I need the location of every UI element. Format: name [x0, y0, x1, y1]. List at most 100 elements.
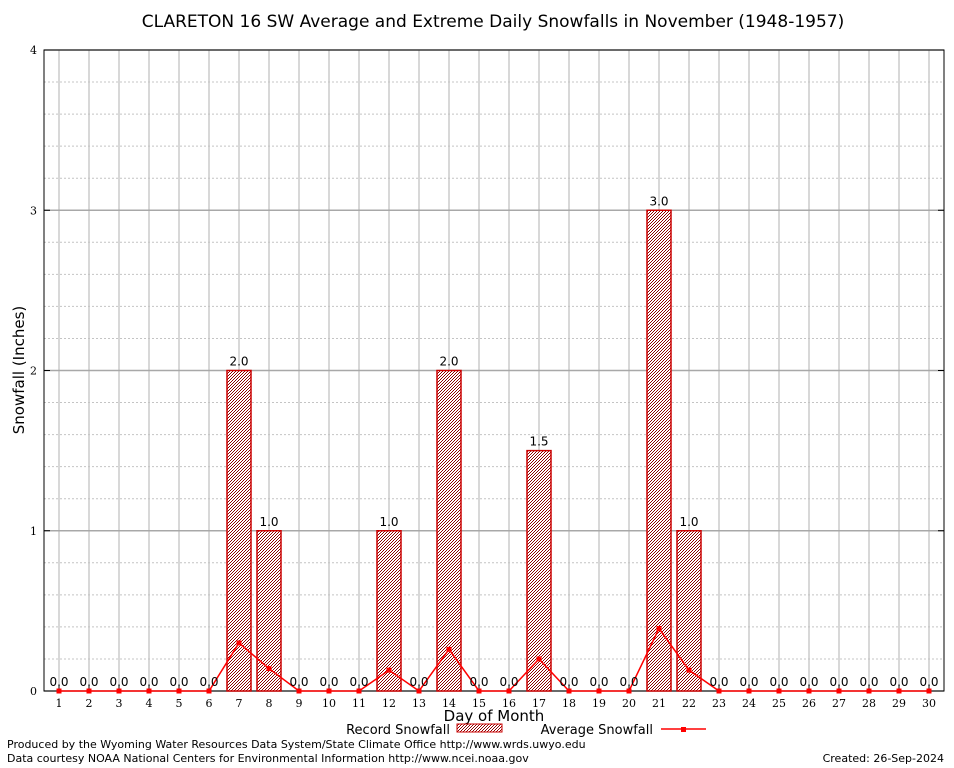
x-tick-label: 28 [862, 697, 876, 710]
record-bar [226, 369, 252, 692]
bar-value-label: 0.0 [199, 675, 218, 689]
y-tick-label: 4 [30, 44, 37, 57]
average-point [176, 688, 182, 694]
bar-value-label: 2.0 [439, 355, 458, 369]
x-tick-label: 20 [622, 697, 636, 710]
average-point [536, 656, 542, 662]
x-tick-label: 12 [382, 697, 396, 710]
legend-record-swatch [456, 723, 503, 733]
average-point [896, 688, 902, 694]
bar-value-label: 0.0 [109, 675, 128, 689]
y-tick-label: 3 [30, 204, 37, 217]
y-tick-label: 2 [30, 365, 37, 378]
x-tick-label: 1 [56, 697, 63, 710]
average-point [566, 688, 572, 694]
average-point [296, 688, 302, 694]
x-tick-label: 30 [922, 697, 936, 710]
bar-value-label: 0.0 [589, 675, 608, 689]
footer-produced-by: Produced by the Wyoming Water Resources … [7, 738, 586, 751]
bar-value-label: 0.0 [469, 675, 488, 689]
record-bar [646, 209, 672, 692]
average-point [416, 688, 422, 694]
x-tick-label: 27 [832, 697, 846, 710]
average-point [326, 688, 332, 694]
bar-value-label: 1.0 [379, 515, 398, 529]
record-bar [676, 530, 702, 692]
bar-value-label: 0.0 [889, 675, 908, 689]
average-point [386, 667, 392, 673]
bar-value-label: 1.0 [679, 515, 698, 529]
x-tick-label: 14 [442, 697, 456, 710]
chart-title: CLARETON 16 SW Average and Extreme Daily… [142, 12, 844, 32]
bar-value-label: 0.0 [499, 675, 518, 689]
x-tick-label: 18 [562, 697, 576, 710]
average-point [476, 688, 482, 694]
record-bar [376, 530, 402, 692]
bar-labels: 0.0 0.0 0.0 0.0 0.0 0.0 2.0 1.0 0.0 0.0 0.0 1.0 0.0 2… [49, 194, 938, 689]
record-bar [256, 530, 282, 692]
average-point [776, 688, 782, 694]
average-point [716, 688, 722, 694]
bar-value-label: 0.0 [169, 675, 188, 689]
bar-value-label: 0.0 [139, 675, 158, 689]
average-point [236, 640, 242, 646]
average-point [56, 688, 62, 694]
average-point [506, 688, 512, 694]
record-bar [436, 369, 462, 692]
x-tick-label: 23 [712, 697, 726, 710]
bar-value-label: 0.0 [799, 675, 818, 689]
average-series-line [59, 627, 929, 693]
x-tick-label: 5 [176, 697, 183, 710]
y-tick-label: 1 [30, 525, 37, 538]
average-point [116, 688, 122, 694]
x-tick-label: 11 [352, 697, 366, 710]
bar-value-label: 1.0 [259, 515, 278, 529]
bar-value-label: 2.0 [229, 355, 248, 369]
record-bars [226, 209, 702, 692]
bar-value-label: 0.0 [409, 675, 428, 689]
x-tick-label: 13 [412, 697, 426, 710]
x-tick-label: 19 [592, 697, 606, 710]
average-point [446, 646, 452, 652]
x-tick-label: 16 [502, 697, 516, 710]
x-tick-label: 7 [236, 697, 243, 710]
bar-value-label: 0.0 [859, 675, 878, 689]
x-tick-label: 9 [296, 697, 303, 710]
average-point [686, 667, 692, 673]
x-tick-label: 17 [532, 697, 546, 710]
x-tick-label: 22 [682, 697, 696, 710]
x-tick-label: 4 [146, 697, 153, 710]
average-point [656, 626, 662, 632]
bar-value-label: 0.0 [829, 675, 848, 689]
average-point [266, 666, 272, 672]
average-point [86, 688, 92, 694]
record-bar [526, 449, 552, 692]
legend: Record Snowfall Average Snowfall [346, 723, 706, 738]
x-tick-label: 26 [802, 697, 816, 710]
bar-value-label: 0.0 [619, 675, 638, 689]
bar-value-label: 0.0 [349, 675, 368, 689]
y-tick-label: 0 [30, 685, 37, 698]
x-tick-label: 21 [652, 697, 666, 710]
bar-value-label: 0.0 [289, 675, 308, 689]
x-axis-label: Day of Month [444, 707, 545, 725]
average-point [596, 688, 602, 694]
bar-value-label: 0.0 [709, 675, 728, 689]
average-point [926, 688, 932, 694]
x-tick-label: 8 [266, 697, 273, 710]
footer-data-courtesy: Data courtesy NOAA National Centers for … [7, 752, 529, 765]
bar-value-label: 3.0 [649, 194, 668, 208]
x-tick-label: 15 [472, 697, 486, 710]
bar-value-label: 0.0 [79, 675, 98, 689]
x-tick-label: 2 [86, 697, 93, 710]
average-point [866, 688, 872, 694]
average-line [56, 626, 932, 694]
legend-average-marker [681, 727, 686, 732]
legend-record-label: Record Snowfall [346, 723, 450, 738]
x-tick-label: 3 [116, 697, 123, 710]
x-tick-label: 29 [892, 697, 906, 710]
y-axis-label: Snowfall (Inches) [10, 306, 28, 434]
bar-value-label: 0.0 [49, 675, 68, 689]
x-tick-label: 24 [742, 697, 756, 710]
bar-value-label: 1.5 [529, 435, 548, 449]
